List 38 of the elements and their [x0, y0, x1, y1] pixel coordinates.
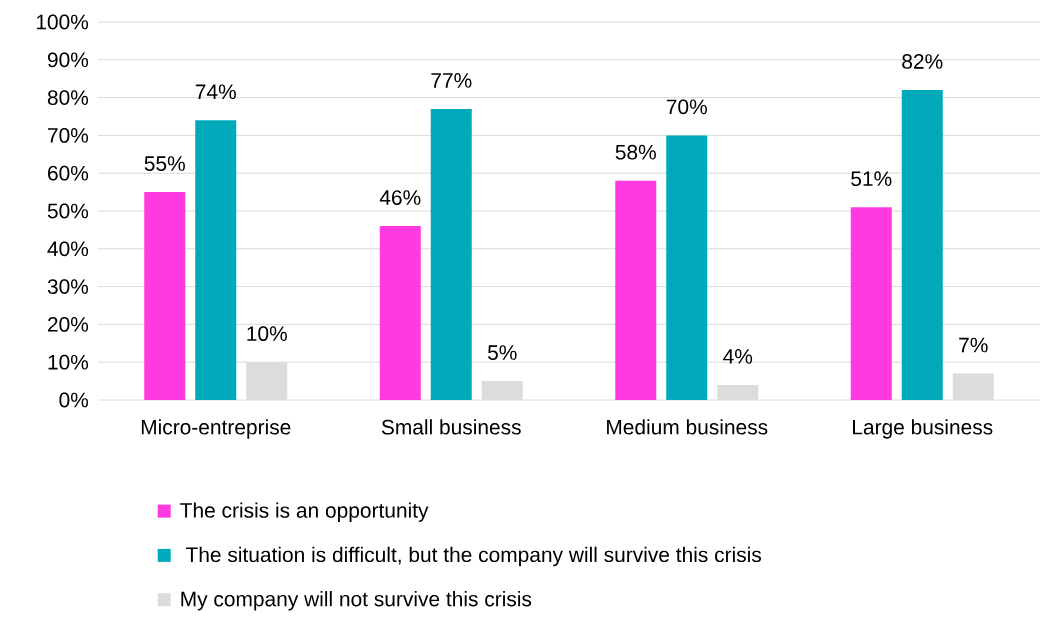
y-tick-label: 80% [47, 90, 89, 105]
y-tick-label: 20% [48, 316, 89, 332]
bar [379, 226, 421, 400]
y-tick-label: 10% [48, 354, 89, 370]
y-tick-label: 0% [59, 392, 89, 408]
data-label: 55% [144, 156, 185, 171]
bar [430, 108, 472, 400]
data-label: 5% [487, 345, 517, 360]
x-tick-label: Large business [853, 419, 993, 439]
bar [144, 192, 186, 400]
legend-label: My company will not survive this crisis [181, 591, 532, 611]
data-label: 10% [247, 326, 287, 342]
legend-label: The situation is difficult, but the company will survive this crisis [185, 546, 762, 567]
y-tick-label: 40% [47, 241, 89, 257]
data-label: 74% [195, 84, 236, 100]
y-tick-label: 90% [47, 52, 89, 68]
data-label: 82% [902, 54, 943, 69]
bar [615, 180, 657, 400]
bar [666, 135, 708, 400]
x-tick-label: Medium business [607, 419, 768, 435]
y-tick-label: 50% [47, 203, 89, 219]
data-label: 4% [723, 349, 753, 364]
y-tick-label: 30% [47, 279, 89, 294]
x-tick-label: Micro-entreprise [141, 419, 291, 439]
bar [850, 207, 892, 400]
legend-label: The crisis is an opportunity [180, 502, 429, 522]
data-label: 58% [615, 144, 656, 160]
bar [195, 120, 237, 400]
bar [901, 90, 943, 400]
y-tick-label: 70% [48, 127, 89, 143]
y-tick-label: 60% [48, 165, 89, 181]
data-label: 7% [959, 337, 988, 353]
y-tick-label: 100% [36, 14, 89, 30]
data-label: 51% [851, 171, 892, 187]
x-tick-label: Small business [381, 419, 521, 435]
data-label: 70% [666, 99, 707, 115]
data-label: 46% [379, 190, 421, 205]
data-label: 77% [431, 73, 472, 88]
